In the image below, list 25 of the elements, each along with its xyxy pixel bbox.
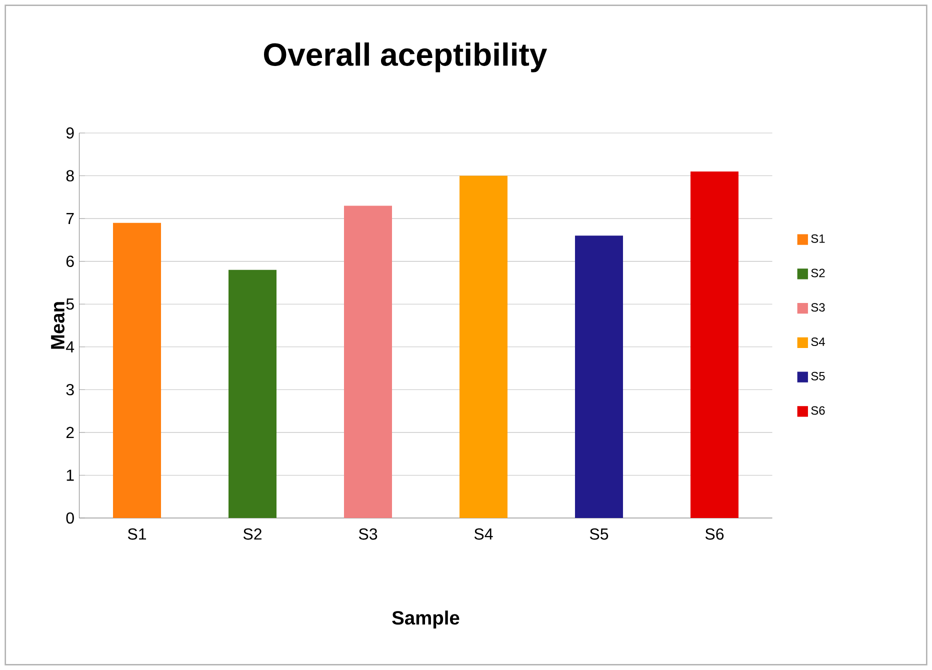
x-axis-title: Sample [392,610,460,628]
legend-label: S6 [811,406,825,415]
legend-label: S5 [811,372,825,380]
x-tick-label: S3 [358,528,378,540]
y-tick-label: 5 [66,298,74,310]
x-tick-label: S6 [705,528,724,540]
x-tick-label: S4 [474,528,493,540]
chart-title: Overall aceptibility [264,42,548,72]
y-tick-label: 8 [66,170,74,182]
x-tick-label: S2 [243,528,262,540]
x-tick-label: S1 [128,528,146,540]
y-tick-label: 2 [66,426,74,438]
y-tick-label: 3 [66,384,74,396]
y-axis-title: Mean [51,302,64,349]
y-tick-label: 0 [66,512,74,524]
y-tick-label: 1 [66,470,74,481]
y-tick-label: 4 [66,341,74,352]
legend-label: S2 [811,268,825,278]
y-tick-label: 6 [66,256,74,267]
legend-label: S1 [811,234,825,243]
x-tick-label: S5 [590,528,608,540]
y-tick-label: 9 [66,127,74,139]
legend-label: S4 [811,337,825,346]
legend-label: S3 [811,303,825,312]
y-tick-label: 7 [66,213,74,224]
